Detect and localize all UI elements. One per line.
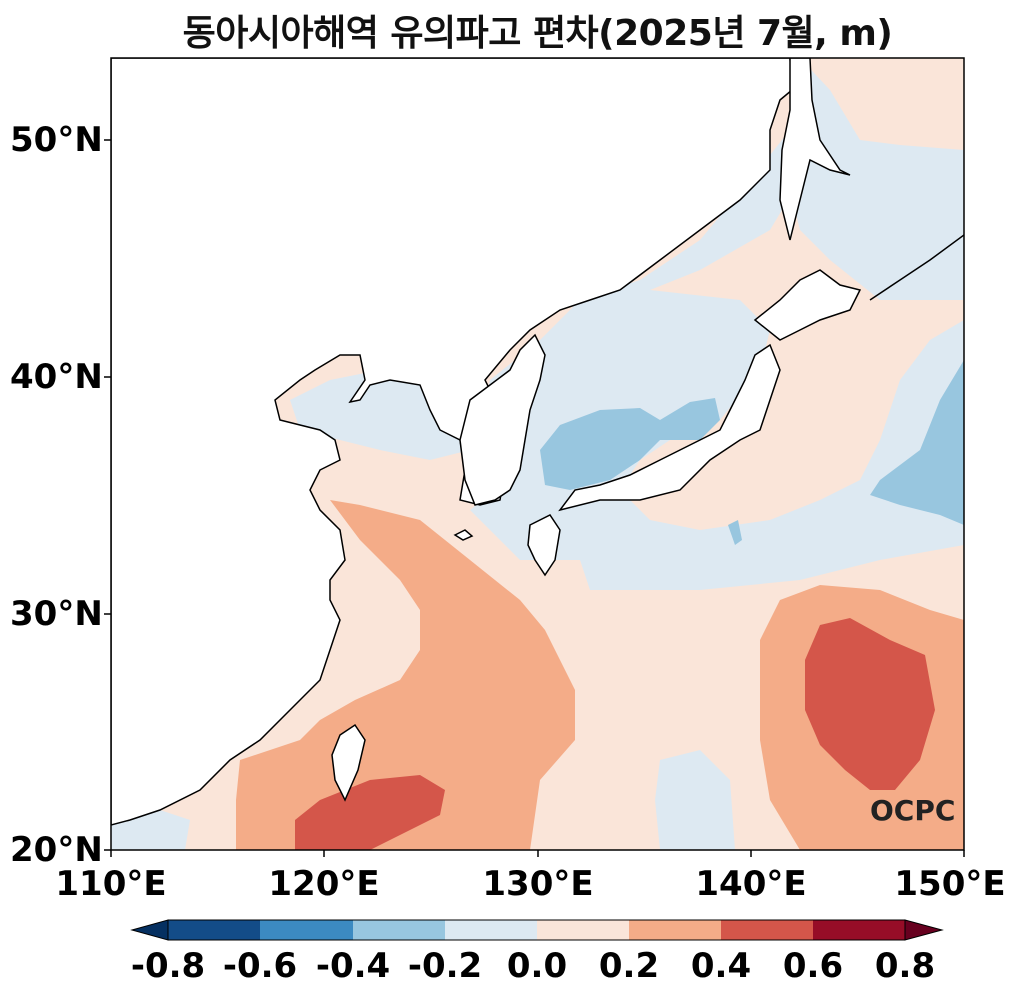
field-pos2-eastchina [236, 500, 575, 850]
colorbar [130, 919, 944, 941]
land-sakhalin [779, 58, 851, 241]
ocpc-logo: OCPC [870, 794, 956, 827]
colorbar-bin [537, 920, 629, 940]
colorbar-tick-label: -0.4 [315, 946, 391, 986]
colorbar-tick-label: -0.6 [222, 946, 298, 986]
field-pos4-pacific [805, 618, 935, 790]
field-neg-far-north [790, 58, 964, 300]
lat-tick-label: 40°N [10, 357, 103, 397]
colorbar-bin [721, 920, 813, 940]
colorbar-extend-high [904, 919, 944, 941]
lat-tick-label: 20°N [10, 830, 103, 870]
field-pos4-south [295, 775, 445, 850]
colorbar-bin [353, 920, 445, 940]
land-korea [459, 333, 546, 506]
land-japan-kyushu [527, 514, 561, 577]
land-japan-hokkaido [753, 269, 862, 341]
field-neg2-small [728, 520, 742, 545]
land-japan-honshu [558, 343, 781, 512]
colorbar-bin [629, 920, 721, 940]
land-kuril [869, 234, 964, 301]
land-asia [111, 58, 793, 826]
field-neg2-pacific [870, 360, 964, 525]
colorbar-tick-label: 0.6 [782, 946, 844, 986]
colorbar-tick-label: 0.0 [506, 946, 568, 986]
colorbar-extend-low [130, 919, 169, 941]
lon-tick-label: 130°E [482, 864, 594, 904]
anomaly-field [111, 58, 964, 850]
lon-tick-label: 140°E [695, 864, 807, 904]
lat-tick-label: 30°N [10, 594, 103, 634]
land-taiwan [331, 723, 366, 802]
lon-tick-label: 120°E [268, 864, 380, 904]
colorbar-frame [167, 919, 906, 941]
colorbar-tick-label: 0.4 [690, 946, 752, 986]
lat-tick-label: 50°N [10, 120, 103, 160]
lon-tick-label: 110°E [55, 864, 167, 904]
colorbar-tick-label: 0.8 [874, 946, 936, 986]
lon-tick-label: 150°E [894, 864, 1006, 904]
colorbar-bin [813, 920, 905, 940]
colorbar-tick-label: -0.2 [407, 946, 483, 986]
colorbar-bin [260, 920, 353, 940]
colorbar-tick-label: 0.2 [598, 946, 660, 986]
field-neg2-eastsea [540, 398, 720, 490]
page-title: 동아시아해역 유의파고 편차(2025년 7월, m) [182, 13, 893, 54]
colorbar-bin [168, 920, 260, 940]
axis-ticks [104, 139, 965, 857]
land-jeju [453, 529, 474, 541]
colorbar-tick-label: -0.8 [130, 946, 206, 986]
field-neg-south [655, 750, 735, 850]
colorbar-bin [445, 920, 537, 940]
